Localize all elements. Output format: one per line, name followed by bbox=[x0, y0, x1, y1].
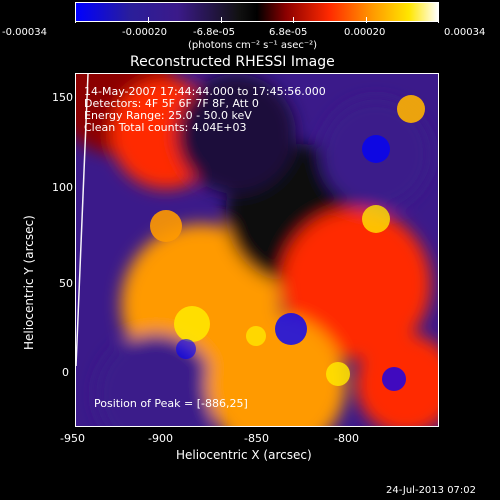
colorbar-tick-label: -0.00034 bbox=[2, 27, 47, 38]
annotation-clean-counts: Clean Total counts: 4.04E+03 bbox=[84, 121, 247, 134]
x-axis-tick-label: -900 bbox=[148, 432, 173, 445]
y-axis-label: Heliocentric Y (arcsec) bbox=[22, 215, 36, 350]
colorbar-tick-label: 6.8e-05 bbox=[269, 27, 308, 38]
colorbar-tick-label: 0.00034 bbox=[444, 27, 486, 38]
annotation-peak-position: Position of Peak = [-886,25] bbox=[94, 397, 248, 410]
rhessi-image: 14-May-2007 17:44:44.000 to 17:45:56.000… bbox=[75, 73, 439, 427]
y-axis-tick-label: 150 bbox=[52, 91, 73, 104]
x-axis-tick-label: -850 bbox=[244, 432, 269, 445]
plot-title: Reconstructed RHESSI Image bbox=[130, 54, 335, 70]
colorbar-tick-label: -6.8e-05 bbox=[193, 27, 235, 38]
rhessi-image-canvas bbox=[76, 74, 438, 426]
colorbar bbox=[75, 2, 439, 22]
timestamp: 24-Jul-2013 07:02 bbox=[386, 485, 477, 496]
y-axis-tick-label: 50 bbox=[59, 277, 73, 290]
y-axis-tick-label: 0 bbox=[62, 366, 69, 379]
colorbar-units: (photons cm⁻² s⁻¹ asec⁻²) bbox=[188, 40, 318, 51]
x-axis-label: Heliocentric X (arcsec) bbox=[176, 448, 312, 462]
colorbar-tick-label: 0.00020 bbox=[344, 27, 386, 38]
x-axis-tick-label: -950 bbox=[60, 432, 85, 445]
annotation-energy-range: Energy Range: 25.0 - 50.0 keV bbox=[84, 109, 252, 122]
colorbar-ticks bbox=[75, 17, 439, 23]
annotation-time-range: 14-May-2007 17:44:44.000 to 17:45:56.000 bbox=[84, 85, 326, 98]
y-axis-tick-label: 100 bbox=[52, 181, 73, 194]
x-axis-tick-label: -800 bbox=[334, 432, 359, 445]
annotation-detectors: Detectors: 4F 5F 6F 7F 8F, Att 0 bbox=[84, 97, 259, 110]
colorbar-tick-label: -0.00020 bbox=[122, 27, 167, 38]
